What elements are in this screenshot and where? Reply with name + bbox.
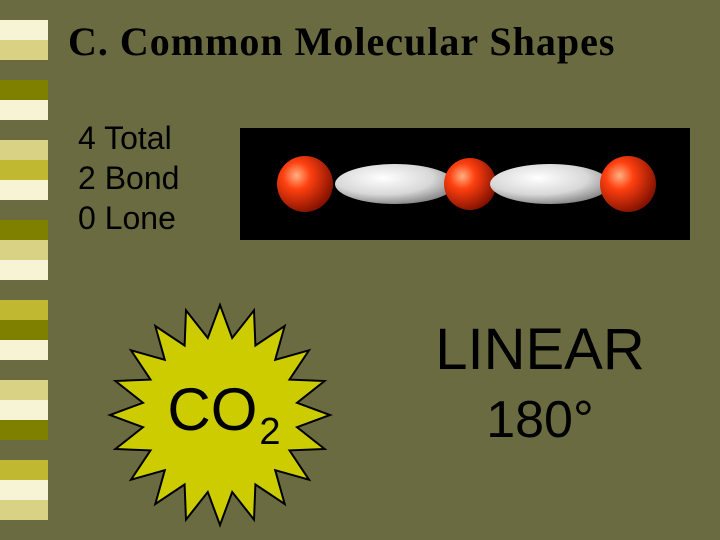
shape-name: LINEAR [380,312,700,387]
slide-title: C. Common Molecular Shapes [68,18,615,65]
count-lone: 0 Lone [78,198,179,238]
formula-base: CO [167,375,257,444]
molecule-svg [250,139,680,229]
molecular-formula: CO 2 [167,375,280,444]
count-bond: 2 Bond [78,158,179,198]
molecule-image [240,128,690,240]
formula-starburst: CO 2 [90,300,350,530]
formula-subscript: 2 [259,411,280,454]
left-stripe-decor [0,0,48,540]
count-total: 4 Total [78,118,179,158]
electron-counts: 4 Total 2 Bond 0 Lone [78,118,179,238]
shape-angle: 180° [380,387,700,455]
shape-label: LINEAR 180° [380,312,700,455]
